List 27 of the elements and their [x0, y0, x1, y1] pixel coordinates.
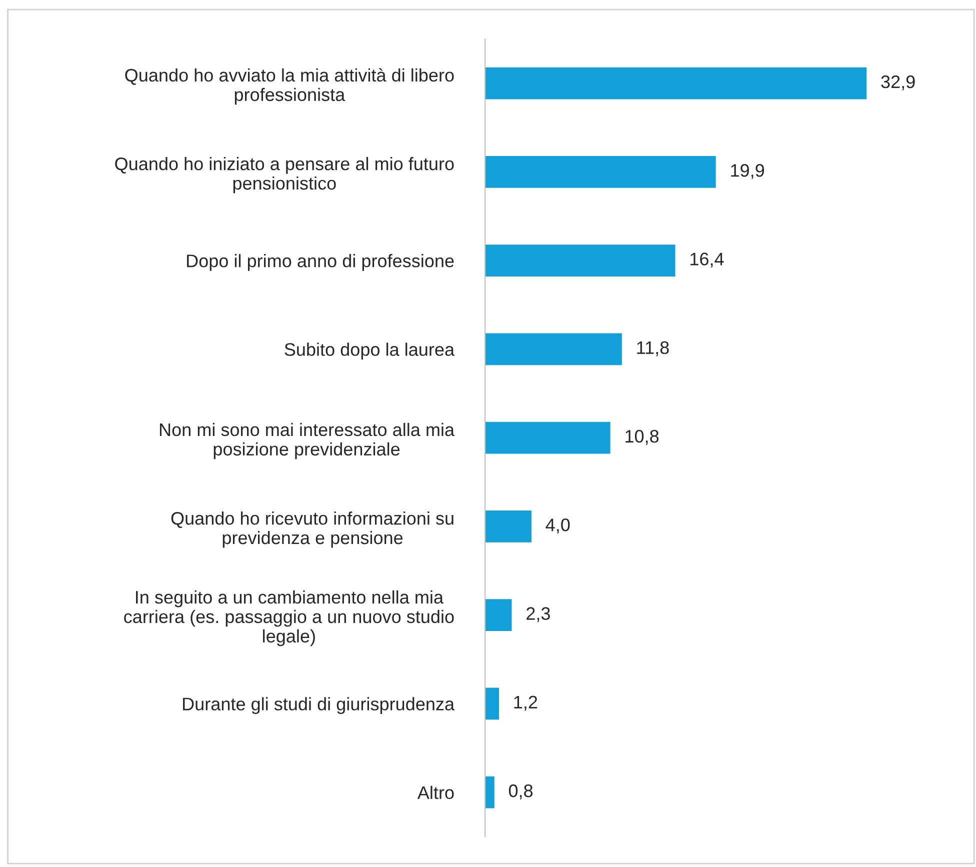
y-tick-label: Quando ho iniziato a pensare al mio futuro pensionistico	[115, 156, 454, 194]
bar	[485, 688, 499, 720]
y-tick-label: Non mi sono mai interessato alla mia posizione previdenziale	[160, 422, 455, 460]
y-tick-label: Durante gli studi di giurisprudenza	[183, 697, 455, 714]
y-tick-label: Quando ho avviato la mia attività di libero professionista	[125, 68, 454, 105]
y-tick-label: In seguito a un cambiamento nella mia carriera (es. passaggio a un nuovo studio legale)	[124, 590, 454, 646]
bar	[485, 776, 494, 808]
data-label: 4,0	[546, 518, 570, 534]
bar	[485, 422, 610, 454]
data-label: 11,8	[637, 341, 669, 356]
y-tick-label: Altro	[417, 786, 454, 800]
data-label: 10,8	[626, 430, 659, 445]
y-tick-label: Subito dopo la laurea	[284, 342, 455, 360]
data-label: 19,9	[731, 164, 764, 179]
data-label: 0,8	[508, 784, 533, 800]
y-tick-label: Quando ho ricevuto informazioni su previdenza e pensione	[171, 512, 454, 548]
bar	[485, 599, 512, 632]
data-label: 2,3	[526, 607, 550, 622]
bar	[485, 67, 867, 100]
y-tick-label: Dopo il primo anno di professione	[187, 254, 454, 271]
bar	[485, 244, 676, 277]
data-label: 32,9	[881, 75, 915, 90]
bar	[485, 333, 622, 366]
data-label: 16,4	[690, 252, 724, 268]
data-label: 1,2	[514, 696, 538, 711]
bar	[485, 510, 532, 542]
bar	[485, 156, 716, 188]
